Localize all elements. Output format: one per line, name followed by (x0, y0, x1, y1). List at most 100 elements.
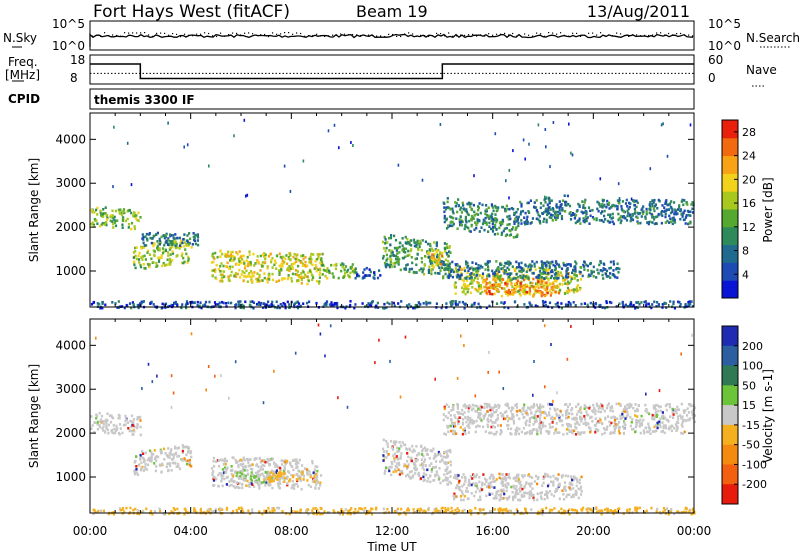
range-cell (404, 444, 406, 447)
range-cell (505, 291, 507, 294)
range-cell (260, 255, 262, 258)
range-cell (294, 253, 296, 256)
range-cell (544, 196, 546, 199)
range-cell (547, 272, 549, 275)
range-cell (221, 253, 223, 256)
range-cell (618, 182, 620, 185)
range-cell (573, 288, 575, 291)
range-cell (504, 208, 506, 211)
range-cell (496, 418, 498, 421)
nsearch-point (348, 34, 349, 35)
range-cell (105, 420, 107, 423)
range-cell (544, 425, 546, 428)
range-cell (645, 427, 647, 430)
range-cell (639, 222, 641, 225)
range-cell (528, 211, 530, 214)
y-tick-label: 3000 (55, 176, 86, 190)
range-cell (690, 405, 692, 408)
range-cell (270, 261, 272, 264)
range-cell (647, 411, 649, 414)
range-cell (430, 449, 432, 452)
range-cell (407, 263, 409, 266)
range-cell (540, 286, 542, 289)
range-cell (236, 481, 238, 484)
range-cell (119, 415, 121, 418)
nsearch-point (640, 35, 641, 36)
range-cell (133, 418, 135, 421)
range-cell (144, 255, 146, 258)
range-cell (422, 476, 424, 479)
range-cell (450, 425, 452, 428)
range-cell (245, 195, 247, 198)
range-cell (674, 221, 676, 224)
range-cell (245, 484, 247, 487)
range-cell (398, 251, 400, 254)
range-cell (287, 267, 289, 270)
range-cell (540, 207, 542, 210)
range-cell (520, 285, 522, 288)
range-cell (585, 211, 587, 214)
range-cell (625, 304, 627, 307)
range-cell (485, 208, 487, 211)
range-cell (656, 301, 658, 304)
range-cell (641, 415, 643, 418)
range-cell (192, 243, 194, 246)
nsearch-point (164, 33, 165, 34)
range-cell (239, 276, 241, 279)
range-cell (221, 278, 223, 281)
range-cell (312, 462, 314, 465)
range-cell (396, 252, 398, 255)
range-cell (623, 210, 625, 213)
range-cell (609, 406, 611, 409)
range-cell (551, 287, 553, 290)
range-cell (260, 468, 262, 471)
range-cell (335, 302, 337, 305)
range-cell (106, 214, 108, 217)
range-cell (655, 203, 657, 206)
range-cell (271, 273, 273, 276)
range-cell (282, 260, 284, 263)
range-cell (191, 301, 193, 304)
range-cell (542, 220, 544, 223)
range-cell (219, 265, 221, 268)
range-cell (600, 262, 602, 265)
range-cell (449, 224, 451, 227)
range-cell (464, 416, 466, 419)
range-cell (565, 417, 567, 420)
range-cell (484, 263, 486, 266)
range-cell (409, 268, 411, 271)
range-cell (468, 426, 470, 429)
range-cell (664, 216, 666, 219)
range-cell (459, 218, 461, 221)
range-cell (422, 179, 424, 182)
range-cell (411, 445, 413, 448)
range-cell (462, 279, 464, 282)
range-cell (242, 270, 244, 273)
range-cell (388, 237, 390, 240)
range-cell (555, 215, 557, 218)
range-cell (578, 432, 580, 435)
range-cell (474, 277, 476, 280)
range-cell (515, 433, 517, 436)
range-cell (621, 413, 623, 416)
range-cell (451, 422, 453, 425)
range-cell (215, 278, 217, 281)
range-cell (487, 269, 489, 272)
range-cell (391, 266, 393, 269)
range-cell (147, 464, 149, 467)
range-cell (520, 222, 522, 225)
range-cell (443, 211, 445, 214)
range-cell (235, 459, 237, 462)
range-cell (291, 280, 293, 283)
range-cell (222, 265, 224, 268)
range-cell (459, 275, 461, 278)
nsearch-point (344, 34, 345, 35)
range-cell (429, 457, 431, 460)
range-cell (488, 290, 490, 293)
range-cell (457, 407, 459, 410)
range-cell (473, 211, 475, 214)
range-cell (443, 451, 445, 454)
range-cell (262, 279, 264, 282)
range-cell (261, 460, 263, 463)
